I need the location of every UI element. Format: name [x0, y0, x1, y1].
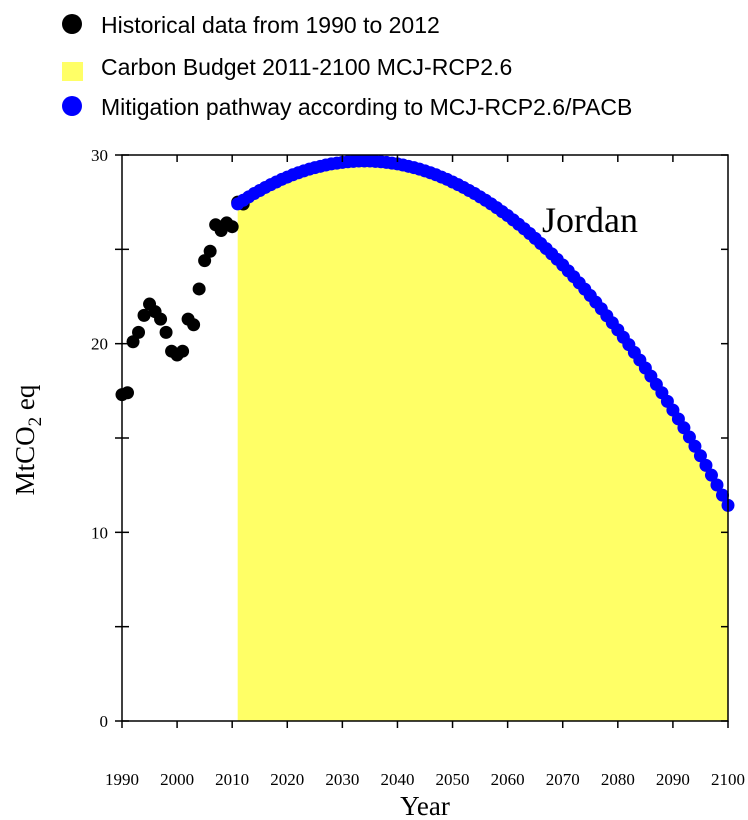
legend-marker-carbon-budget	[62, 62, 83, 81]
historical-point	[203, 244, 217, 258]
legend: Historical data from 1990 to 2012 Carbon…	[62, 12, 632, 120]
x-tick-label: 2040	[380, 770, 414, 789]
historical-point	[198, 254, 212, 268]
historical-point	[225, 220, 239, 234]
x-axis-ticks: 1990 2000 2010 2020 2030 2040 2050 2060 2070 2080…	[105, 155, 745, 789]
x-tick-label: 2090	[656, 770, 690, 789]
x-axis-label: Year	[400, 791, 450, 820]
country-annotation: Jordan	[542, 200, 638, 240]
y-tick-label: 20	[91, 335, 108, 354]
x-tick-label: 2050	[436, 770, 470, 789]
x-tick-label: 2080	[601, 770, 635, 789]
y-axis-label-main: MtCO	[10, 426, 40, 495]
legend-label-historical: Historical data from 1990 to 2012	[101, 12, 440, 38]
x-tick-label: 2030	[325, 770, 359, 789]
x-tick-label: 2060	[491, 770, 525, 789]
x-tick-label: 2100	[711, 770, 745, 789]
mitigation-point	[715, 488, 729, 502]
mitigation-series	[231, 154, 735, 512]
historical-point	[121, 386, 135, 400]
y-tick-label: 10	[91, 523, 108, 542]
historical-point	[159, 325, 173, 339]
historical-series	[115, 195, 250, 402]
y-tick-label: 0	[100, 712, 109, 731]
historical-point	[192, 282, 206, 296]
x-tick-label: 2010	[215, 770, 249, 789]
historical-point	[154, 312, 168, 326]
historical-point	[132, 325, 146, 339]
y-tick-label: 30	[91, 146, 108, 165]
y-axis-label: MtCO2 eq	[10, 384, 46, 495]
mitigation-point	[710, 478, 724, 492]
historical-point	[176, 344, 190, 358]
x-tick-label: 2020	[270, 770, 304, 789]
legend-label-carbon-budget: Carbon Budget 2011-2100 MCJ-RCP2.6	[101, 54, 512, 80]
historical-point	[187, 318, 201, 332]
legend-label-mitigation: Mitigation pathway according to MCJ-RCP2…	[101, 94, 632, 120]
historical-point	[126, 335, 140, 349]
carbon-budget-area	[237, 161, 728, 721]
y-axis-ticks: 0 10 20 30	[91, 146, 728, 731]
legend-marker-historical	[62, 14, 82, 34]
mitigation-point	[688, 439, 702, 453]
x-tick-label: 2000	[160, 770, 194, 789]
y-axis-label-subscript: 2	[25, 417, 46, 427]
mitigation-point	[693, 449, 707, 463]
x-tick-label: 1990	[105, 770, 139, 789]
x-tick-label: 2070	[546, 770, 580, 789]
y-axis-label-suffix: eq	[10, 384, 40, 417]
historical-point	[137, 308, 151, 322]
mitigation-point	[699, 458, 713, 472]
mitigation-point	[704, 468, 718, 482]
legend-marker-mitigation	[62, 96, 82, 116]
